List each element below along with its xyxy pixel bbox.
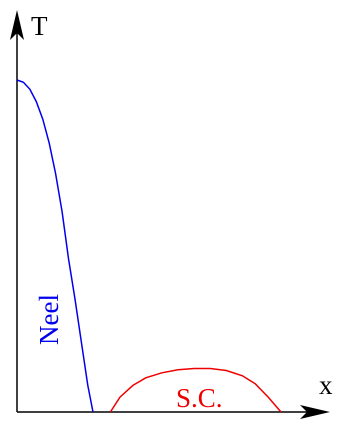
- neel-region-label: Neel: [34, 294, 64, 345]
- sc-dome-line: [109, 367, 282, 413]
- neel-boundary-line: [16, 79, 94, 413]
- x-axis-label: x: [319, 370, 333, 400]
- sc-region-label: S.C.: [176, 383, 223, 413]
- x-axis-arrowhead: [300, 405, 330, 419]
- y-axis-arrowhead: [10, 10, 24, 40]
- y-axis-label: T: [31, 11, 48, 41]
